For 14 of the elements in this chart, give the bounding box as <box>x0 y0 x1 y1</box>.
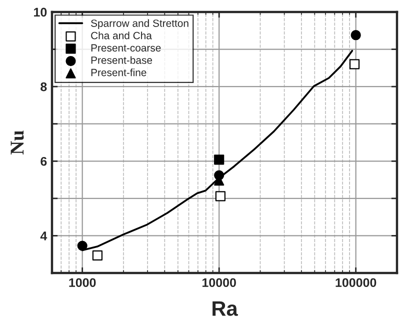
legend-label: Sparrow and Stretton <box>91 19 188 29</box>
y-tick-label: 10 <box>34 8 47 17</box>
legend-label: Present-base <box>91 56 152 64</box>
legend-label: Present-coarse <box>91 44 161 52</box>
y-axis-title: Nu <box>10 130 24 155</box>
y-tick-label: 8 <box>40 82 47 92</box>
y-tick-label: 4 <box>40 232 48 240</box>
legend-label: Present-fine <box>91 68 146 76</box>
y-tick-label: 6 <box>40 156 47 166</box>
legend-label: Cha and Cha <box>91 32 152 40</box>
x-tick-label: 100000 <box>336 278 376 288</box>
x-tick-label: 1000 <box>69 278 96 288</box>
x-axis-title: Ra <box>212 301 238 316</box>
x-tick-label: 10000 <box>202 278 236 288</box>
